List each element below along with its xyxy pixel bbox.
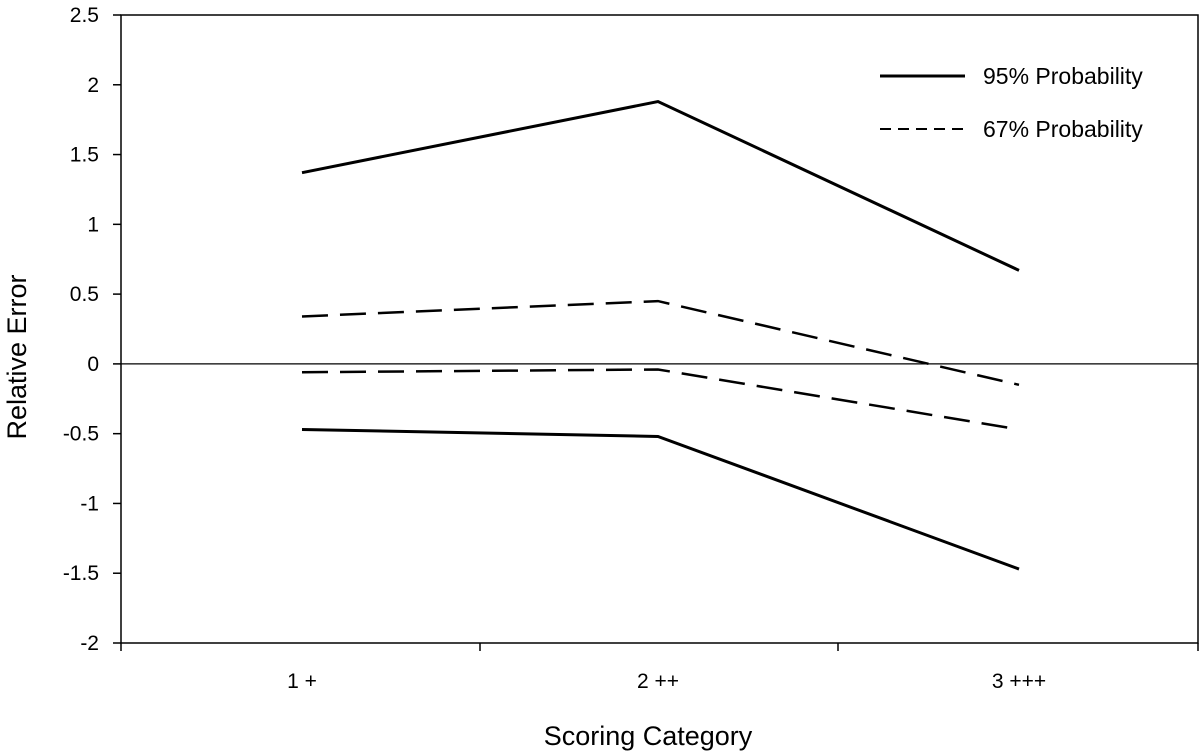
series-line-95-0	[301, 99, 1020, 272]
legend-label-95: 95% Probability	[983, 63, 1143, 89]
x-tick-label: 3 +++	[992, 670, 1046, 693]
x-tick-label: 1 +	[287, 670, 317, 693]
y-tick-label: 2	[87, 74, 99, 97]
y-tick-label: -1.5	[63, 562, 99, 585]
y-tick-label: 2.5	[70, 4, 99, 27]
series-line-67-3	[301, 368, 1020, 431]
series-lines	[301, 99, 1020, 571]
legend-label-67: 67% Probability	[983, 116, 1143, 142]
x-axis-ticks: 1 + 2 ++ 3 +++	[120, 643, 1199, 693]
plot-area-frame	[120, 14, 1199, 644]
x-axis-title: Scoring Category	[544, 721, 753, 751]
series-line-95-1	[301, 427, 1020, 571]
y-axis-ticks: 2.5 2 1.5 1 0.5 0 -0.5 -1 -1.5 -2	[63, 4, 121, 655]
y-tick-label: -0.5	[63, 423, 99, 446]
y-tick-label: 1.5	[70, 144, 99, 167]
y-tick-label: -2	[80, 632, 99, 655]
legend: 95% Probability 67% Probability	[880, 63, 1143, 142]
y-tick-label: 1	[87, 213, 99, 236]
y-axis-title: Relative Error	[2, 274, 32, 439]
y-tick-label: -1	[80, 492, 99, 515]
y-tick-label: 0	[87, 353, 99, 376]
series-line-67-2	[301, 299, 1020, 387]
y-tick-label: 0.5	[70, 283, 99, 306]
x-tick-label: 2 ++	[637, 670, 679, 693]
